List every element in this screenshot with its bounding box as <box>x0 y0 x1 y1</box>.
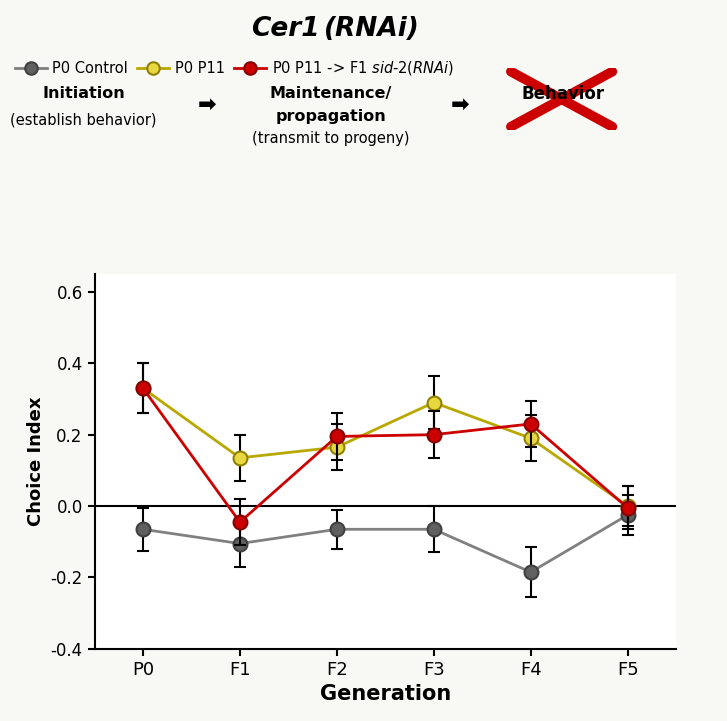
Y-axis label: Choice Index: Choice Index <box>27 397 45 526</box>
Text: Initiation: Initiation <box>42 87 125 101</box>
Text: propagation: propagation <box>276 110 386 124</box>
Text: Maintenance/: Maintenance/ <box>270 87 392 101</box>
Text: (establish behavior): (establish behavior) <box>10 113 157 128</box>
Legend: P0 Control, P0 P11, P0 P11 -> F1 $\mathit{sid}$-$\mathit{2(RNAi)}$: P0 Control, P0 P11, P0 P11 -> F1 $\mathi… <box>15 59 454 77</box>
X-axis label: Generation: Generation <box>320 684 451 704</box>
Text: (transmit to progeny): (transmit to progeny) <box>252 131 409 146</box>
Text: Cer1: Cer1 <box>252 16 320 42</box>
Text: ➡: ➡ <box>198 95 217 115</box>
Text: Behavior: Behavior <box>522 85 605 102</box>
Text: (RNAi): (RNAi) <box>324 16 419 42</box>
Text: ➡: ➡ <box>451 95 470 115</box>
